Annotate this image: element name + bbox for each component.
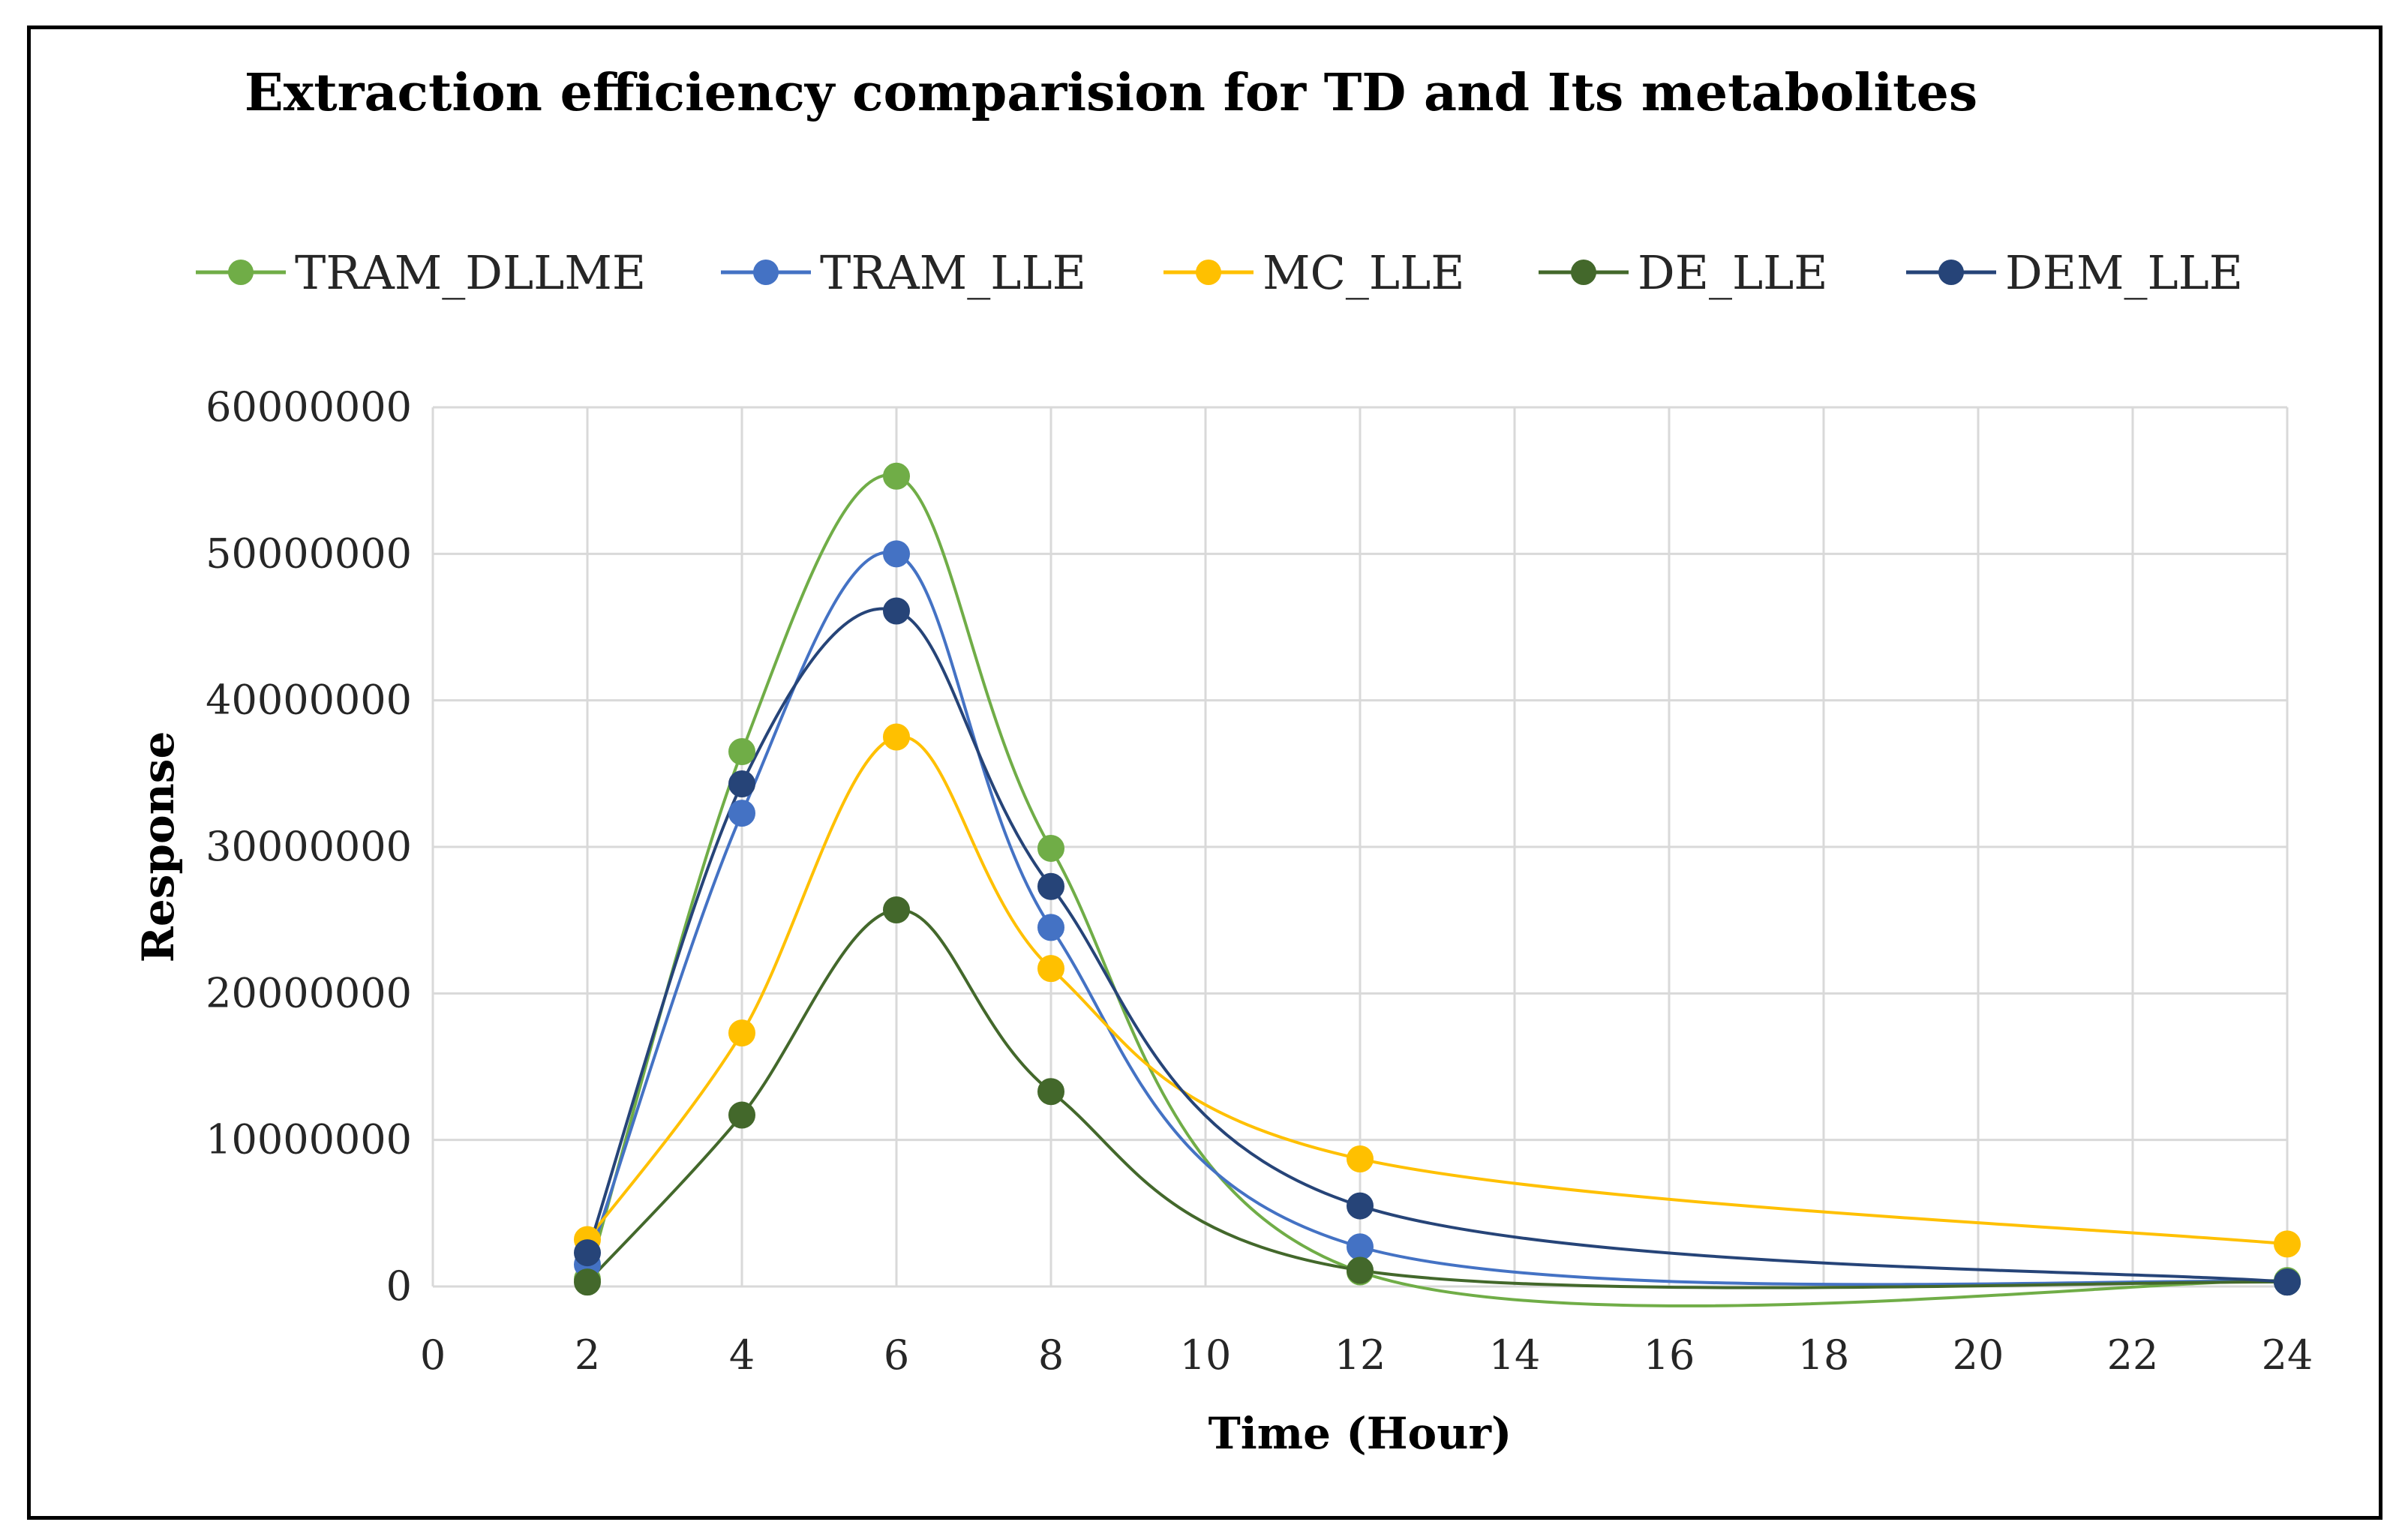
legend-marker — [1196, 260, 1221, 285]
series-lines — [586, 473, 2288, 1307]
x-tick-label: 22 — [2107, 1331, 2159, 1379]
legend-label: DEM_LLE — [2005, 245, 2243, 300]
x-tick-label: 10 — [1180, 1331, 1232, 1379]
x-axis-title: Time (Hour) — [1209, 1408, 1512, 1459]
y-tick-label: 40000000 — [206, 677, 412, 724]
y-tick-label: 20000000 — [206, 969, 412, 1016]
legend: TRAM_DLLME TRAM_LLE MC_LLE DE_LLE DEM_LLE — [196, 245, 2243, 300]
data-point-de-lle — [883, 896, 910, 923]
data-point-tram-lle — [728, 800, 755, 827]
data-point-mc-lle — [883, 723, 910, 751]
legend-label: MC_LLE — [1263, 245, 1465, 300]
x-tick-label: 16 — [1644, 1331, 1695, 1379]
data-point-tram-lle — [1037, 914, 1064, 941]
x-tick-label: 12 — [1335, 1331, 1386, 1379]
legend-label: DE_LLE — [1638, 245, 1828, 300]
legend-item-tram-dllme: TRAM_DLLME — [196, 245, 646, 300]
legend-marker — [228, 260, 254, 285]
y-tick-label: 60000000 — [206, 383, 412, 431]
data-point-mc-lle — [728, 1019, 755, 1047]
legend-marker — [1938, 260, 1964, 285]
data-point-tram-lle — [883, 540, 910, 568]
data-point-de-lle — [574, 1268, 601, 1296]
legend-item-dem-lle: DEM_LLE — [1906, 245, 2243, 300]
data-point-dem-lle — [728, 770, 755, 798]
series-line-dem-lle — [586, 607, 2288, 1284]
data-point-mc-lle — [1347, 1145, 1374, 1173]
chart-svg: Extraction efficiency comparision for TD… — [133, 63, 2313, 1459]
data-point-dem-lle — [1347, 1192, 1374, 1220]
data-point-mc-lle — [2274, 1230, 2301, 1258]
legend-label: TRAM_LLE — [820, 245, 1086, 300]
data-point-dem-lle — [574, 1239, 601, 1267]
grid — [431, 406, 2289, 1288]
data-point-de-lle — [728, 1101, 755, 1129]
legend-marker — [753, 260, 779, 285]
series-line-mc-lle — [586, 735, 2288, 1246]
data-point-tram-dllme — [1037, 834, 1064, 862]
y-axis-title: Response — [133, 731, 184, 963]
y-tick-label: 30000000 — [206, 823, 412, 870]
x-tick-label: 2 — [575, 1331, 600, 1379]
legend-label: TRAM_DLLME — [295, 245, 646, 300]
data-point-tram-dllme — [883, 462, 910, 490]
y-tick-label: 10000000 — [206, 1116, 412, 1163]
series-points — [574, 462, 2301, 1296]
x-tick-label: 4 — [729, 1331, 755, 1379]
x-tick-label: 24 — [2262, 1331, 2313, 1379]
data-point-mc-lle — [1037, 955, 1064, 983]
chart-title: Extraction efficiency comparision for TD… — [245, 63, 1977, 123]
data-point-de-lle — [1037, 1078, 1064, 1106]
data-point-tram-dllme — [728, 738, 755, 766]
data-point-dem-lle — [883, 597, 910, 625]
legend-marker — [1571, 260, 1596, 285]
data-point-de-lle — [1347, 1256, 1374, 1284]
y-tick-label: 50000000 — [206, 530, 412, 577]
x-tick-label: 18 — [1798, 1331, 1850, 1379]
series-line-de-lle — [586, 908, 2288, 1289]
y-tick-label: 0 — [386, 1262, 412, 1310]
data-point-tram-lle — [1347, 1233, 1374, 1261]
chart-frame: Extraction efficiency comparision for TD… — [27, 26, 2382, 1520]
legend-item-mc-lle: MC_LLE — [1163, 245, 1465, 300]
legend-item-tram-lle: TRAM_LLE — [721, 245, 1086, 300]
data-point-dem-lle — [2274, 1268, 2301, 1296]
x-tick-label: 0 — [420, 1331, 446, 1379]
x-tick-label: 6 — [884, 1331, 909, 1379]
x-axis-ticks: 0 2 4 6 8 10 12 14 16 18 20 22 24 — [420, 1331, 2313, 1379]
data-point-dem-lle — [1037, 872, 1064, 900]
y-axis-ticks: 0 10000000 20000000 30000000 40000000 5000000… — [206, 383, 412, 1310]
x-tick-label: 8 — [1038, 1331, 1064, 1379]
x-tick-label: 20 — [1953, 1331, 2004, 1379]
series-line-tram-lle — [586, 551, 2288, 1286]
x-tick-label: 14 — [1489, 1331, 1541, 1379]
legend-item-de-lle: DE_LLE — [1539, 245, 1828, 300]
series-line-tram-dllme — [586, 473, 2288, 1307]
